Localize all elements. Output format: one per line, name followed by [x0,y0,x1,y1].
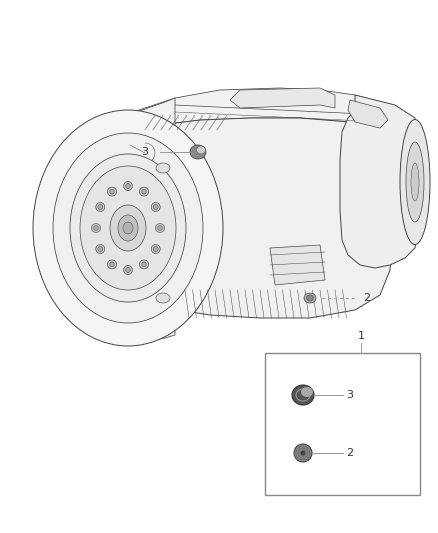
Ellipse shape [197,146,205,154]
Polygon shape [130,88,395,130]
Ellipse shape [110,189,114,194]
Ellipse shape [98,205,103,209]
Ellipse shape [96,203,105,212]
Ellipse shape [118,215,138,241]
Ellipse shape [411,163,419,201]
Ellipse shape [156,163,170,173]
Ellipse shape [400,119,430,245]
Text: 3: 3 [141,147,148,157]
Ellipse shape [307,295,314,301]
Ellipse shape [155,223,165,232]
Ellipse shape [153,246,158,252]
Ellipse shape [304,293,316,303]
Ellipse shape [93,225,99,230]
Ellipse shape [151,203,160,212]
Ellipse shape [292,385,314,405]
Ellipse shape [141,189,146,194]
Ellipse shape [156,293,170,303]
Text: 2: 2 [363,293,370,303]
Ellipse shape [158,225,162,230]
Polygon shape [118,118,395,318]
Ellipse shape [141,262,146,267]
Polygon shape [348,100,388,128]
Ellipse shape [124,265,133,274]
Ellipse shape [53,133,203,323]
Polygon shape [270,245,325,285]
Ellipse shape [151,245,160,254]
Text: 2: 2 [346,448,353,458]
Ellipse shape [126,183,131,189]
Polygon shape [110,98,175,345]
Ellipse shape [96,245,105,254]
Ellipse shape [33,110,223,346]
Ellipse shape [139,187,148,196]
Ellipse shape [190,145,206,159]
Ellipse shape [107,260,117,269]
Ellipse shape [406,142,424,222]
Ellipse shape [110,262,114,267]
Ellipse shape [70,154,186,302]
Text: 3: 3 [346,390,353,400]
Ellipse shape [80,166,176,290]
Ellipse shape [126,268,131,272]
Ellipse shape [153,205,158,209]
Ellipse shape [294,444,312,462]
Ellipse shape [139,260,148,269]
Ellipse shape [301,451,305,455]
Ellipse shape [110,205,146,251]
Ellipse shape [301,387,313,397]
Text: 1: 1 [357,331,364,341]
Bar [265,353,420,495]
Ellipse shape [92,223,100,232]
Ellipse shape [123,222,133,234]
Ellipse shape [107,187,117,196]
Ellipse shape [124,182,133,190]
Polygon shape [340,95,420,268]
Ellipse shape [98,246,103,252]
Polygon shape [230,88,335,108]
